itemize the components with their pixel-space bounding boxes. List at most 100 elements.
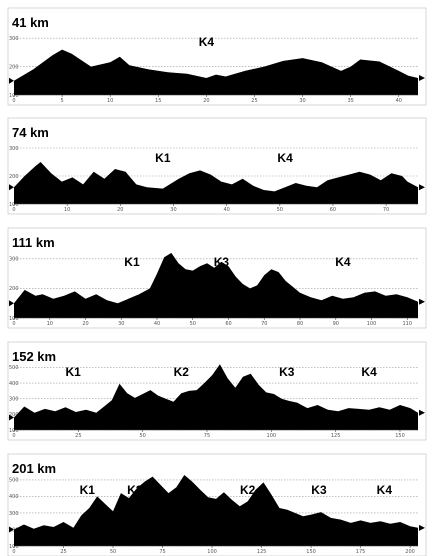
x-tick-label: 125 — [331, 433, 341, 439]
panel-title: 74 km — [12, 125, 49, 140]
x-tick-label: 0 — [12, 321, 15, 327]
panel-3: 1002003000102030405060708090100110111 km… — [7, 227, 427, 329]
start-marker — [9, 300, 14, 307]
panel-frame — [7, 453, 427, 556]
x-tick-label: 90 — [333, 321, 339, 327]
finish-marker — [419, 184, 425, 191]
elevation-area — [14, 364, 418, 430]
y-tick-label: 500 — [9, 478, 19, 484]
climb-label: K1 — [66, 365, 82, 379]
y-tick-label: 500 — [9, 365, 19, 371]
x-tick-label: 200 — [405, 549, 415, 555]
x-tick-label: 100 — [267, 433, 277, 439]
x-tick-label: 40 — [223, 207, 229, 213]
x-tick-label: 10 — [107, 98, 113, 104]
climb-label: K2 — [174, 365, 190, 379]
x-tick-label: 30 — [299, 98, 305, 104]
y-tick-label: 300 — [9, 257, 19, 263]
x-tick-label: 60 — [225, 321, 231, 327]
y-tick-label: 300 — [9, 511, 19, 517]
x-tick-label: 30 — [118, 321, 124, 327]
climb-label: K4 — [377, 483, 393, 497]
finish-marker — [419, 74, 425, 81]
x-tick-label: 40 — [154, 321, 160, 327]
climb-label: K2 — [127, 483, 143, 497]
x-tick-label: 25 — [251, 98, 257, 104]
y-tick-label: 200 — [9, 174, 19, 180]
y-tick-label: 200 — [9, 412, 19, 418]
panel-frame — [7, 117, 427, 215]
x-tick-label: 25 — [75, 433, 81, 439]
x-tick-label: 40 — [396, 98, 402, 104]
panel-frame — [7, 341, 427, 441]
x-tick-label: 75 — [159, 549, 165, 555]
x-tick-label: 175 — [356, 549, 366, 555]
elevation-area — [14, 475, 418, 546]
climb-label: K4 — [361, 365, 377, 379]
x-tick-label: 50 — [139, 433, 145, 439]
x-tick-label: 5 — [61, 98, 64, 104]
x-tick-label: 35 — [347, 98, 353, 104]
x-tick-label: 10 — [64, 207, 70, 213]
climb-label: K3 — [279, 365, 295, 379]
climb-label: K4 — [277, 151, 293, 165]
x-tick-label: 50 — [110, 549, 116, 555]
finish-marker — [419, 524, 425, 531]
climb-label: K4 — [335, 255, 351, 269]
x-tick-label: 20 — [82, 321, 88, 327]
climb-label: K1 — [124, 255, 140, 269]
x-tick-label: 25 — [60, 549, 66, 555]
x-tick-label: 50 — [190, 321, 196, 327]
finish-marker — [419, 298, 425, 305]
y-tick-label: 200 — [9, 286, 19, 292]
x-tick-label: 10 — [47, 321, 53, 327]
x-tick-label: 70 — [383, 207, 389, 213]
panel-title: 41 km — [12, 15, 49, 30]
x-tick-label: 70 — [261, 321, 267, 327]
elevation-area — [14, 162, 418, 204]
x-tick-label: 20 — [203, 98, 209, 104]
x-tick-label: 30 — [170, 207, 176, 213]
x-tick-label: 50 — [277, 207, 283, 213]
y-tick-label: 300 — [9, 36, 19, 42]
x-tick-label: 150 — [306, 549, 316, 555]
y-tick-label: 400 — [9, 381, 19, 387]
x-tick-label: 0 — [12, 549, 15, 555]
y-tick-label: 300 — [9, 146, 19, 152]
climb-label: K3 — [311, 483, 327, 497]
y-tick-label: 400 — [9, 494, 19, 500]
panel-title: 111 km — [12, 235, 55, 250]
x-tick-label: 125 — [257, 549, 267, 555]
climb-label: K1 — [80, 483, 96, 497]
climb-label: K4 — [199, 35, 215, 49]
climb-label: K3 — [214, 255, 230, 269]
x-tick-label: 0 — [12, 207, 15, 213]
y-tick-label: 200 — [9, 64, 19, 70]
x-tick-label: 0 — [12, 98, 15, 104]
x-tick-label: 110 — [403, 321, 413, 327]
x-tick-label: 150 — [395, 433, 405, 439]
x-tick-label: 100 — [207, 549, 217, 555]
x-tick-label: 0 — [12, 433, 15, 439]
elevation-area — [14, 49, 418, 95]
x-tick-label: 20 — [117, 207, 123, 213]
x-tick-label: 60 — [330, 207, 336, 213]
y-tick-label: 200 — [9, 527, 19, 533]
panel-title: 201 km — [12, 461, 56, 476]
x-tick-label: 15 — [155, 98, 161, 104]
climb-label: K2 — [240, 483, 256, 497]
start-marker — [9, 184, 14, 191]
start-marker — [9, 77, 14, 84]
climb-label: K1 — [155, 151, 171, 165]
x-tick-label: 80 — [297, 321, 303, 327]
panel-title: 152 km — [12, 349, 56, 364]
panel-frame — [7, 7, 427, 106]
x-tick-label: 75 — [204, 433, 210, 439]
panel-4: 1002003004005000255075100125150152 kmK1K… — [7, 341, 427, 441]
start-marker — [9, 414, 14, 421]
panel-5: 1002003004005000255075100125150175200201… — [7, 453, 427, 556]
elevation-area — [14, 252, 418, 318]
